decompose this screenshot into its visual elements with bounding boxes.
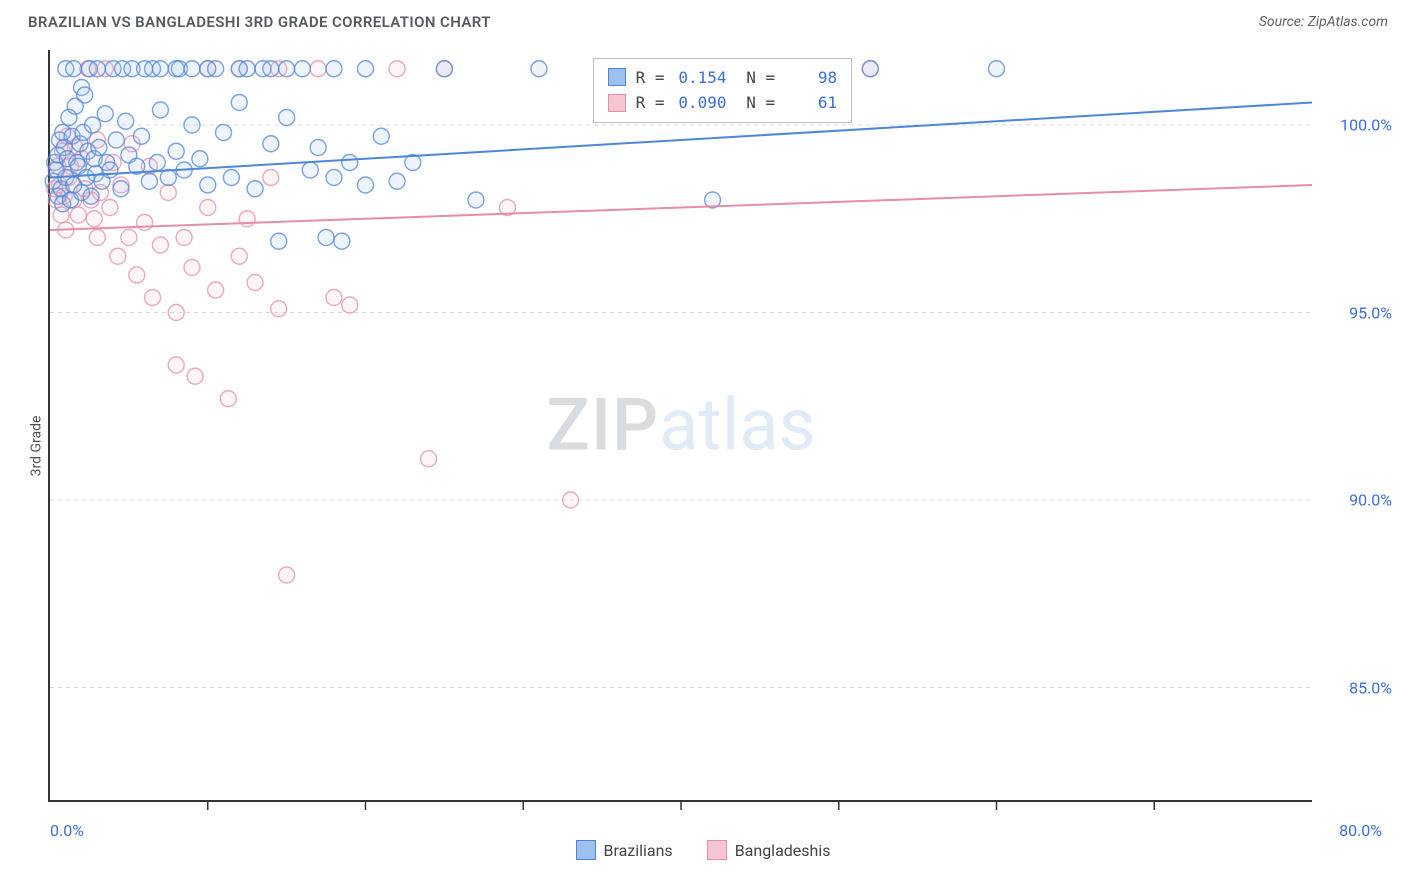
chart-header: BRAZILIAN VS BANGLADESHI 3RD GRADE CORRE… [0, 0, 1406, 44]
x-tick-label-min: 0.0% [50, 821, 84, 840]
plot-area: ZIPatlas R = 0.154 N = 98 R = 0.090 N = … [48, 50, 1312, 802]
y-tick-label: 100.0% [1322, 116, 1392, 135]
y-axis-label: 3rd Grade [28, 416, 44, 477]
correlation-stats-box: R = 0.154 N = 98 R = 0.090 N = 61 [593, 58, 852, 123]
y-tick-label: 95.0% [1322, 303, 1392, 322]
stat-n-value: 98 [785, 65, 837, 91]
y-tick-label: 90.0% [1322, 491, 1392, 510]
chart-title: BRAZILIAN VS BANGLADESHI 3RD GRADE CORRE… [28, 13, 491, 31]
legend-item-brazilians: Brazilians [576, 840, 673, 860]
swatch-icon [576, 840, 596, 860]
data-layer [50, 50, 1312, 800]
y-tick-label: 85.0% [1322, 678, 1392, 697]
stat-r-value: 0.154 [675, 65, 727, 91]
stat-label: N = [737, 90, 776, 116]
swatch-icon [707, 840, 727, 860]
swatch-icon [608, 68, 626, 86]
x-tick-label-max: 80.0% [1339, 821, 1382, 840]
stats-row-brazilians: R = 0.154 N = 98 [608, 65, 837, 91]
stat-label: R = [636, 65, 665, 91]
legend-item-bangladeshis: Bangladeshis [707, 840, 831, 860]
legend-label: Bangladeshis [735, 841, 831, 860]
stat-n-value: 61 [785, 90, 837, 116]
x-axis-legend: Brazilians Bangladeshis [0, 840, 1406, 860]
stat-label: N = [737, 65, 776, 91]
stat-label: R = [636, 90, 665, 116]
swatch-icon [608, 94, 626, 112]
stat-r-value: 0.090 [675, 90, 727, 116]
legend-label: Brazilians [604, 841, 673, 860]
stats-row-bangladeshis: R = 0.090 N = 61 [608, 90, 837, 116]
chart-source: Source: ZipAtlas.com [1259, 14, 1388, 30]
